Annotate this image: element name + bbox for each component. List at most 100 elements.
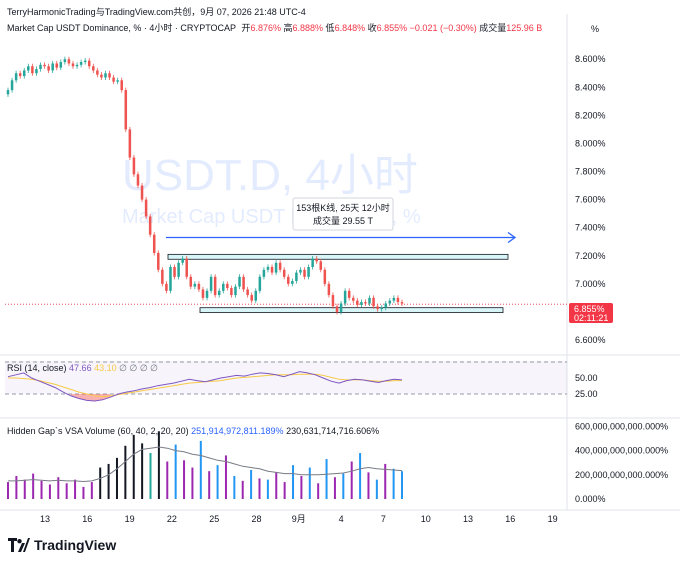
candle[interactable] <box>144 197 148 219</box>
candle[interactable] <box>140 183 144 203</box>
time-axis[interactable]: 13 16 19 22 25 28 9月 4 7 10 13 16 19 <box>40 514 558 524</box>
candle[interactable] <box>161 267 164 287</box>
candle[interactable] <box>177 260 180 280</box>
candle[interactable] <box>360 299 363 308</box>
candle[interactable] <box>364 299 367 307</box>
zone-support[interactable] <box>199 307 504 314</box>
candle[interactable] <box>43 62 46 69</box>
candle[interactable] <box>124 87 128 132</box>
candle[interactable] <box>307 264 310 280</box>
candle[interactable] <box>388 298 392 307</box>
candle[interactable] <box>100 72 103 81</box>
candle[interactable] <box>376 303 379 312</box>
candle[interactable] <box>104 70 107 81</box>
vsa-volume-series[interactable] <box>7 431 403 499</box>
candle[interactable] <box>189 274 193 290</box>
candle[interactable] <box>27 63 30 73</box>
candle[interactable] <box>87 58 91 69</box>
candle[interactable] <box>319 258 323 273</box>
price-axis[interactable]: 8.600% 8.400% 8.200% 8.000% 7.800% 7.600% 7.40… <box>575 54 606 345</box>
candle[interactable] <box>148 213 152 238</box>
candle[interactable] <box>287 274 290 287</box>
candle[interactable] <box>351 295 355 304</box>
candle[interactable] <box>165 281 168 294</box>
candle[interactable] <box>291 278 294 287</box>
candle[interactable] <box>10 77 14 93</box>
candle[interactable] <box>380 305 383 312</box>
candle[interactable] <box>96 67 99 78</box>
candle[interactable] <box>39 62 42 72</box>
candle[interactable] <box>339 300 343 315</box>
candle[interactable] <box>14 70 18 83</box>
candle[interactable] <box>71 60 75 69</box>
candle[interactable] <box>205 288 209 301</box>
candle[interactable] <box>270 264 274 276</box>
candle[interactable] <box>392 295 396 304</box>
candle[interactable] <box>51 60 54 73</box>
candle[interactable] <box>282 267 286 280</box>
candle[interactable] <box>356 298 359 308</box>
candle[interactable] <box>254 288 258 304</box>
candle[interactable] <box>343 288 347 307</box>
candle[interactable] <box>116 77 119 85</box>
candle[interactable] <box>18 70 22 79</box>
candle[interactable] <box>274 260 278 276</box>
candle[interactable] <box>238 274 241 290</box>
candle[interactable] <box>372 295 375 309</box>
candle[interactable] <box>181 256 184 266</box>
candle[interactable] <box>132 154 136 177</box>
candle[interactable] <box>331 292 335 309</box>
candle[interactable] <box>226 281 229 291</box>
last-price-badge[interactable]: 6.855% 02:11:21 <box>569 303 613 323</box>
candle[interactable] <box>315 256 318 264</box>
candle[interactable] <box>266 264 270 273</box>
candle[interactable] <box>209 274 213 294</box>
candle[interactable] <box>396 295 400 305</box>
candle[interactable] <box>31 63 34 76</box>
candle[interactable] <box>303 267 306 280</box>
price-zones[interactable] <box>167 253 509 314</box>
rsi-axis[interactable]: 50.00 25.00 <box>575 373 598 399</box>
candle[interactable] <box>59 59 63 71</box>
candle[interactable] <box>75 62 79 69</box>
candle[interactable] <box>335 303 339 315</box>
candle[interactable] <box>47 63 50 73</box>
candle[interactable] <box>242 274 245 292</box>
vsa-ma-line[interactable] <box>8 446 403 483</box>
candle[interactable] <box>246 286 249 298</box>
candle[interactable] <box>258 274 262 294</box>
candle[interactable] <box>222 281 225 294</box>
candle[interactable] <box>67 56 71 66</box>
projection-arrow[interactable] <box>166 231 517 244</box>
candle[interactable] <box>278 260 282 273</box>
candle[interactable] <box>112 74 115 85</box>
rsi-line[interactable] <box>7 371 403 402</box>
candle[interactable] <box>384 300 388 311</box>
candle[interactable] <box>295 270 298 284</box>
candle[interactable] <box>250 292 253 304</box>
candle[interactable] <box>347 288 351 301</box>
candle[interactable] <box>234 284 237 298</box>
candle[interactable] <box>400 299 404 307</box>
candle[interactable] <box>185 256 188 280</box>
candle[interactable] <box>368 295 371 307</box>
candle[interactable] <box>173 264 176 280</box>
candle[interactable] <box>201 286 205 301</box>
candle[interactable] <box>299 267 302 276</box>
candle[interactable] <box>136 171 140 189</box>
candle[interactable] <box>217 288 221 298</box>
rsi-series[interactable] <box>7 371 403 402</box>
candle[interactable] <box>213 274 217 298</box>
candle[interactable] <box>120 77 123 93</box>
candle[interactable] <box>83 58 87 65</box>
candle[interactable] <box>63 56 67 65</box>
candle[interactable] <box>79 59 83 68</box>
arrow-head[interactable] <box>507 231 517 244</box>
measure-tooltip[interactable]: 153根K线, 25天 12小时 成交量 29.55 T <box>292 197 394 231</box>
vsa-axis[interactable]: 600,000,000,000.000% 400,000,000,000.000%… <box>575 421 668 504</box>
zone-resistance[interactable] <box>167 253 509 260</box>
candlestick-series[interactable] <box>6 56 404 315</box>
vsa-legend[interactable]: Hidden Gap`s VSA Volume (60, 40, 2, 20, … <box>7 426 379 436</box>
candle[interactable] <box>262 267 266 280</box>
